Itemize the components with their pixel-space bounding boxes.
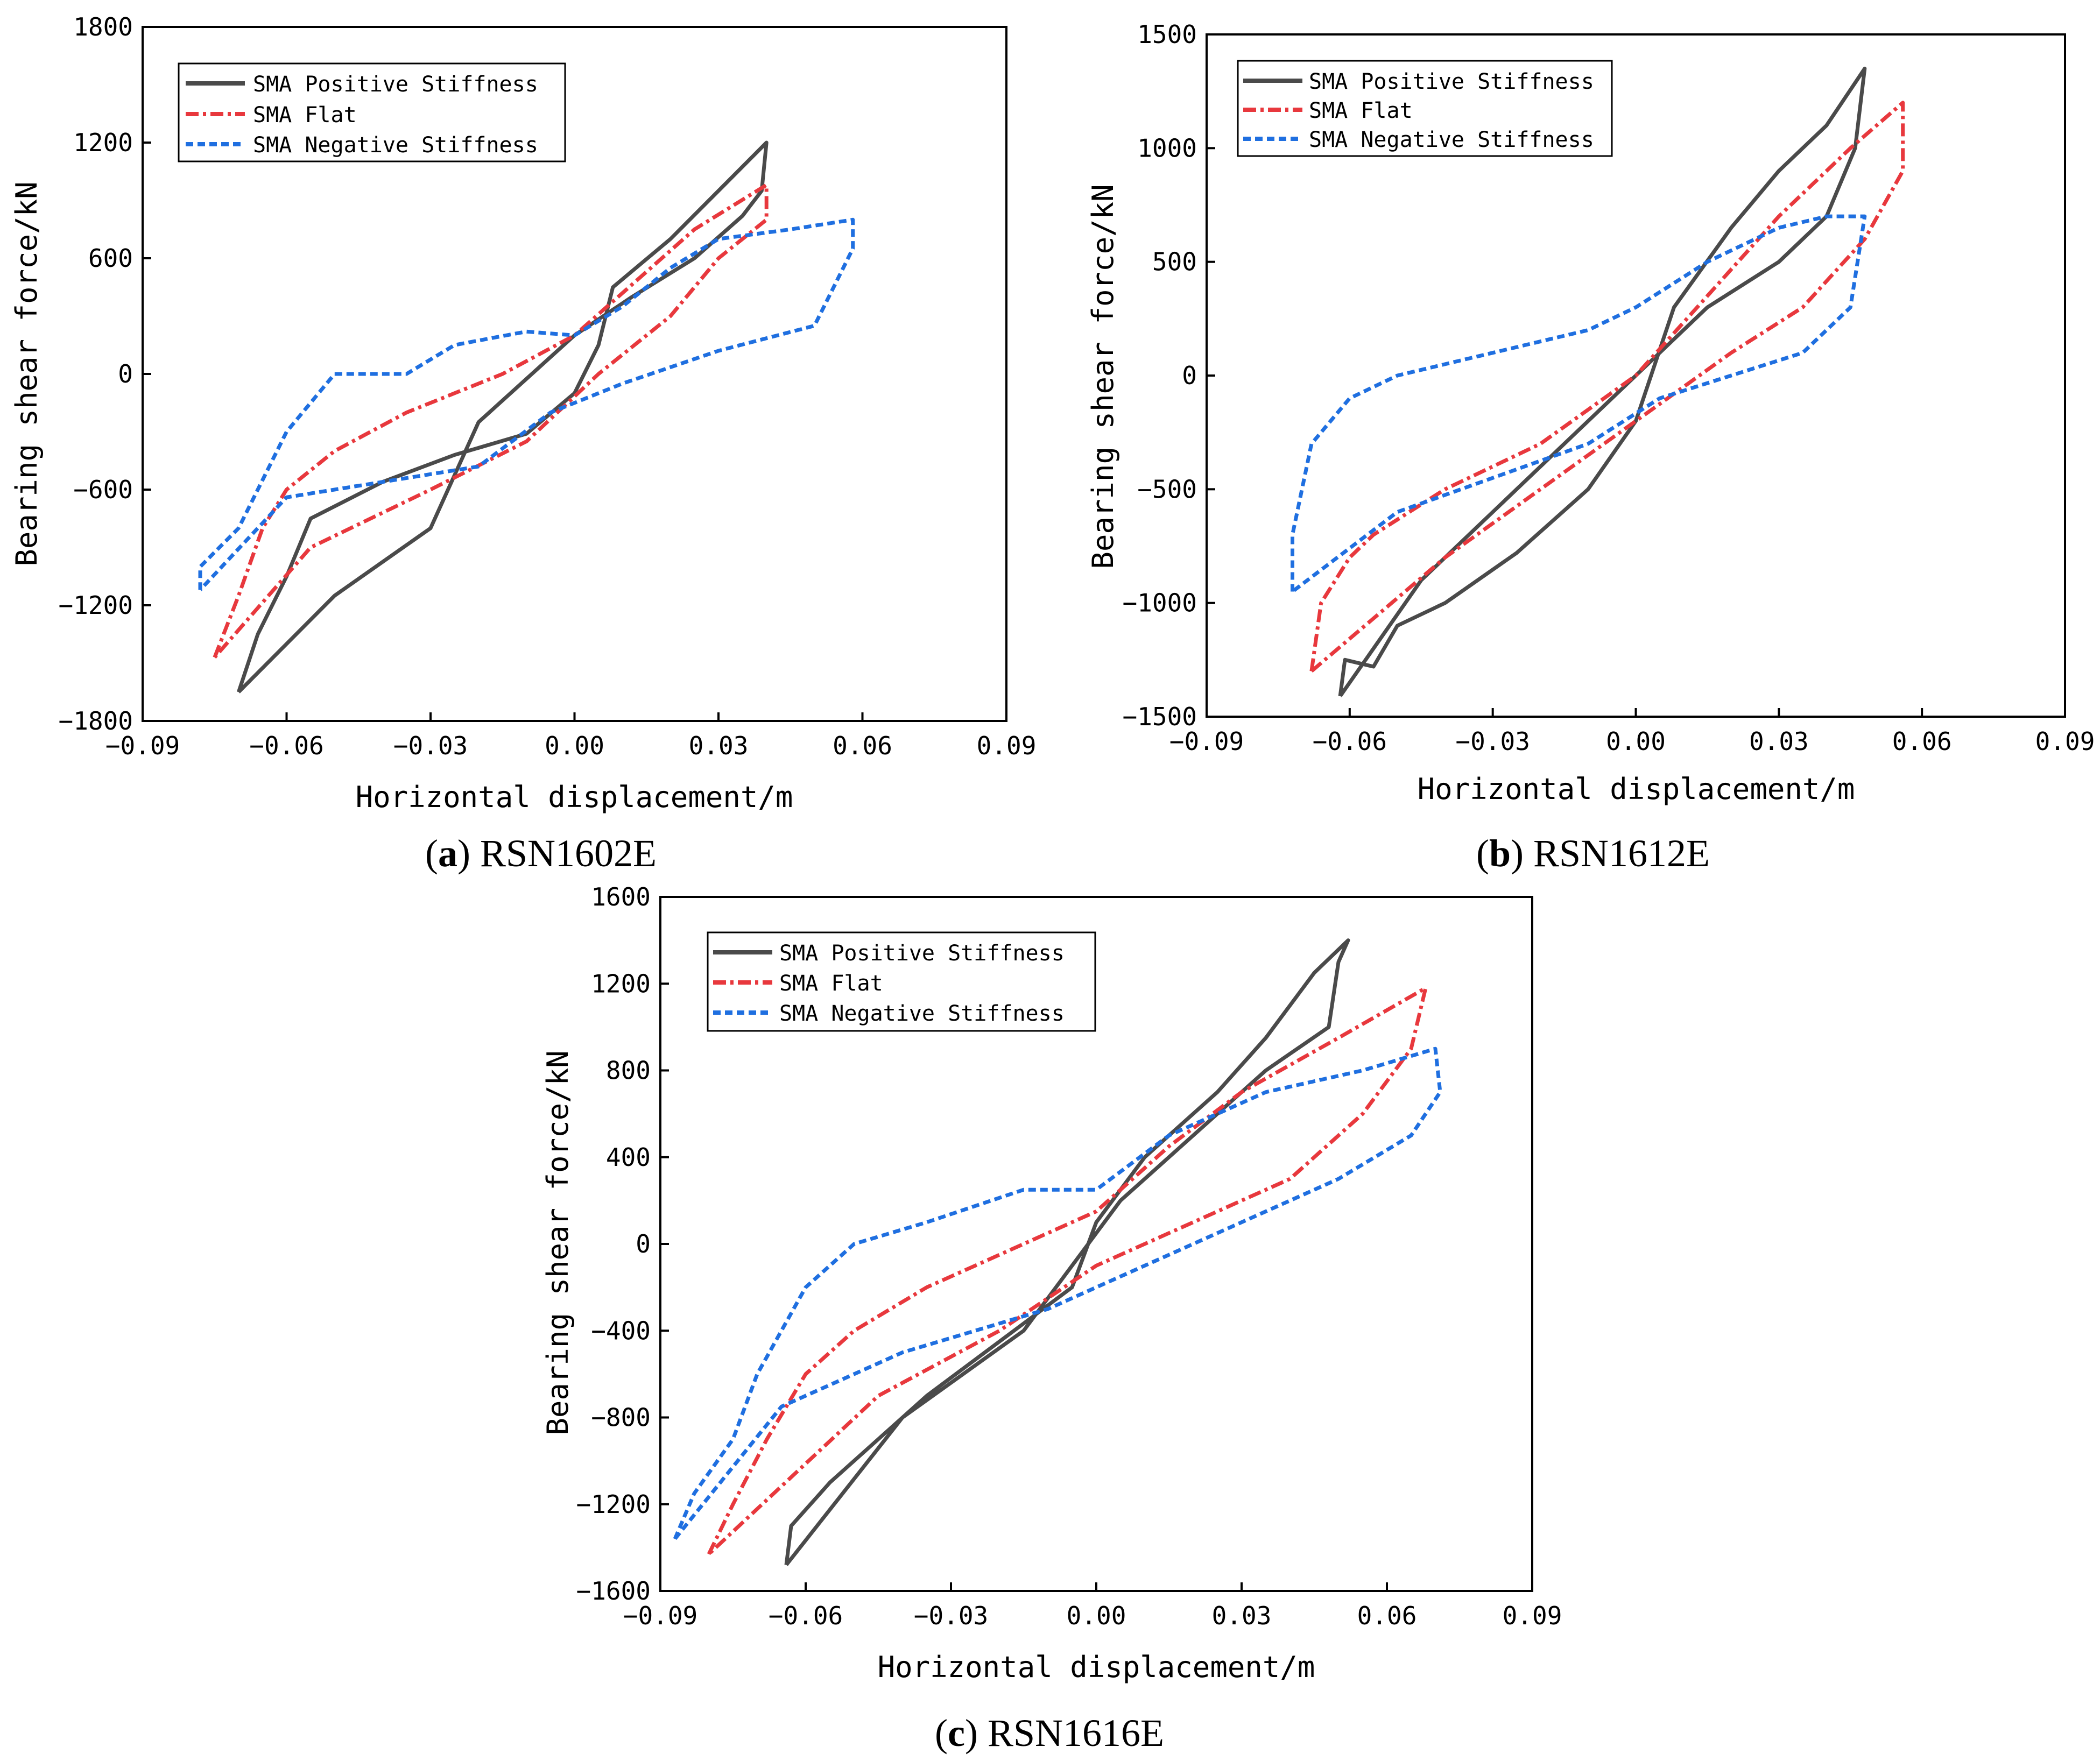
series-negative-curve	[673, 1046, 1442, 1540]
y-tick-label: −1200	[59, 591, 133, 620]
caption-text: RSN1612E	[1524, 832, 1710, 875]
x-tick-label: 0.09	[2035, 727, 2095, 756]
y-axis-label: Bearing shear force/kN	[10, 181, 44, 566]
x-tick-label: −0.06	[769, 1601, 843, 1630]
y-tick-label: −800	[591, 1403, 651, 1432]
y-tick-label: 1500	[1137, 20, 1197, 49]
y-tick-label: −400	[591, 1316, 651, 1345]
curves	[1291, 66, 1905, 698]
legend-flat-label: SMA Flat	[779, 971, 883, 996]
panel-caption: (b) RSN1612E	[1476, 832, 1710, 875]
y-axis-label: Bearing shear force/kN	[541, 1050, 575, 1435]
series-positive-curve	[1338, 66, 1867, 698]
x-tick-label: 0.06	[1892, 727, 1952, 756]
x-tick-label: 0.03	[1749, 727, 1809, 756]
panel-caption: (c) RSN1616E	[935, 1712, 1164, 1755]
x-tick-label: −0.06	[1313, 727, 1387, 756]
y-tick-label: −500	[1137, 475, 1197, 504]
series-flat-curve	[707, 986, 1428, 1556]
legend-positive-label: SMA Positive Stiffness	[779, 941, 1065, 966]
x-tick-label: 0.03	[1212, 1601, 1272, 1630]
y-axis-label: Bearing shear force/kN	[1086, 184, 1120, 569]
y-tick-label: −1200	[576, 1490, 651, 1519]
y-tick-label: 1200	[73, 128, 133, 157]
x-tick-label: −0.06	[249, 731, 323, 760]
legend-positive-label: SMA Positive Stiffness	[253, 72, 538, 97]
axis-ticks: −0.09 −0.06 −0.03 0.00 0.03 0.06 0.09 −1500 −100…	[1123, 20, 2095, 756]
y-tick-label: −1600	[576, 1576, 651, 1606]
series-positive-curve	[236, 140, 769, 694]
legend-negative-label: SMA Negative Stiffness	[779, 1001, 1065, 1026]
x-tick-label: 0.00	[1606, 727, 1666, 756]
panel-b: −0.09 −0.06 −0.03 0.00 0.03 0.06 0.09 −1500 −100…	[1086, 20, 2095, 875]
panel-letter: c	[948, 1712, 965, 1755]
panel-c: −0.09 −0.06 −0.03 0.00 0.03 0.06 0.09 −1600 −120…	[541, 882, 1562, 1755]
panel-letter: b	[1489, 832, 1511, 875]
x-tick-label: −0.09	[623, 1601, 697, 1630]
x-tick-label: −0.09	[105, 731, 180, 760]
x-tick-label: 0.06	[1357, 1601, 1417, 1630]
y-tick-label: 1200	[591, 969, 651, 998]
y-tick-label: −1000	[1123, 589, 1197, 618]
x-tick-label: 0.00	[545, 731, 604, 760]
axis-ticks: −0.09 −0.06 −0.03 0.00 0.03 0.06 0.09 −1800 −120…	[59, 12, 1037, 760]
y-tick-label: 400	[606, 1143, 651, 1172]
x-axis-label: Horizontal displacement/m	[1418, 772, 1855, 806]
y-tick-label: 1000	[1137, 133, 1197, 162]
legend-flat-label: SMA Flat	[1309, 98, 1413, 123]
series-flat-curve	[213, 183, 769, 659]
y-tick-label: 1800	[73, 12, 133, 41]
y-tick-label: 0	[118, 359, 133, 388]
series-flat-curve	[1309, 101, 1905, 673]
y-tick-label: −600	[73, 475, 133, 504]
legend-negative-label: SMA Negative Stiffness	[253, 133, 538, 158]
x-tick-label: −0.03	[393, 731, 468, 760]
legend-flat-label: SMA Flat	[253, 103, 357, 128]
x-tick-label: 0.00	[1067, 1601, 1126, 1630]
curves	[673, 938, 1442, 1566]
series-negative-curve	[198, 217, 855, 591]
panel-a: −0.09 −0.06 −0.03 0.00 0.03 0.06 0.09 −1800 −120…	[10, 12, 1036, 875]
panel-letter: a	[438, 832, 457, 875]
legend: SMA Positive Stiffness SMA Flat SMA Nega…	[707, 931, 1096, 1032]
legend: SMA Positive Stiffness SMA Flat SMA Nega…	[1237, 60, 1613, 157]
x-tick-label: 0.03	[689, 731, 749, 760]
x-axis-label: Horizontal displacement/m	[356, 780, 793, 814]
legend-positive-label: SMA Positive Stiffness	[1309, 69, 1594, 94]
caption-text: RSN1602E	[470, 832, 657, 875]
x-tick-label: −0.03	[914, 1601, 988, 1630]
y-tick-label: 800	[606, 1056, 651, 1085]
legend-box	[707, 931, 1096, 1032]
x-tick-label: −0.03	[1455, 727, 1530, 756]
legend: SMA Positive Stiffness SMA Flat SMA Nega…	[178, 62, 566, 162]
caption-text: RSN1616E	[978, 1712, 1164, 1755]
curves	[198, 140, 855, 694]
series-positive-curve	[784, 938, 1350, 1566]
x-axis-label: Horizontal displacement/m	[878, 1650, 1315, 1684]
x-tick-label: −0.09	[1169, 727, 1244, 756]
y-tick-label: 600	[88, 244, 133, 273]
y-tick-label: −1500	[1123, 702, 1197, 731]
series-negative-curve	[1291, 214, 1867, 593]
x-tick-label: 0.06	[833, 731, 892, 760]
axis-ticks: −0.09 −0.06 −0.03 0.00 0.03 0.06 0.09 −1600 −120…	[576, 882, 1562, 1630]
y-tick-label: 0	[636, 1229, 651, 1258]
legend-negative-label: SMA Negative Stiffness	[1309, 128, 1594, 152]
x-tick-label: 0.09	[977, 731, 1037, 760]
y-tick-label: 1600	[591, 882, 651, 911]
y-tick-label: 0	[1182, 361, 1197, 390]
y-tick-label: 500	[1152, 247, 1197, 277]
y-tick-label: −1800	[59, 706, 133, 735]
x-tick-label: 0.09	[1503, 1601, 1562, 1630]
panel-caption: (a) RSN1602E	[425, 832, 657, 875]
